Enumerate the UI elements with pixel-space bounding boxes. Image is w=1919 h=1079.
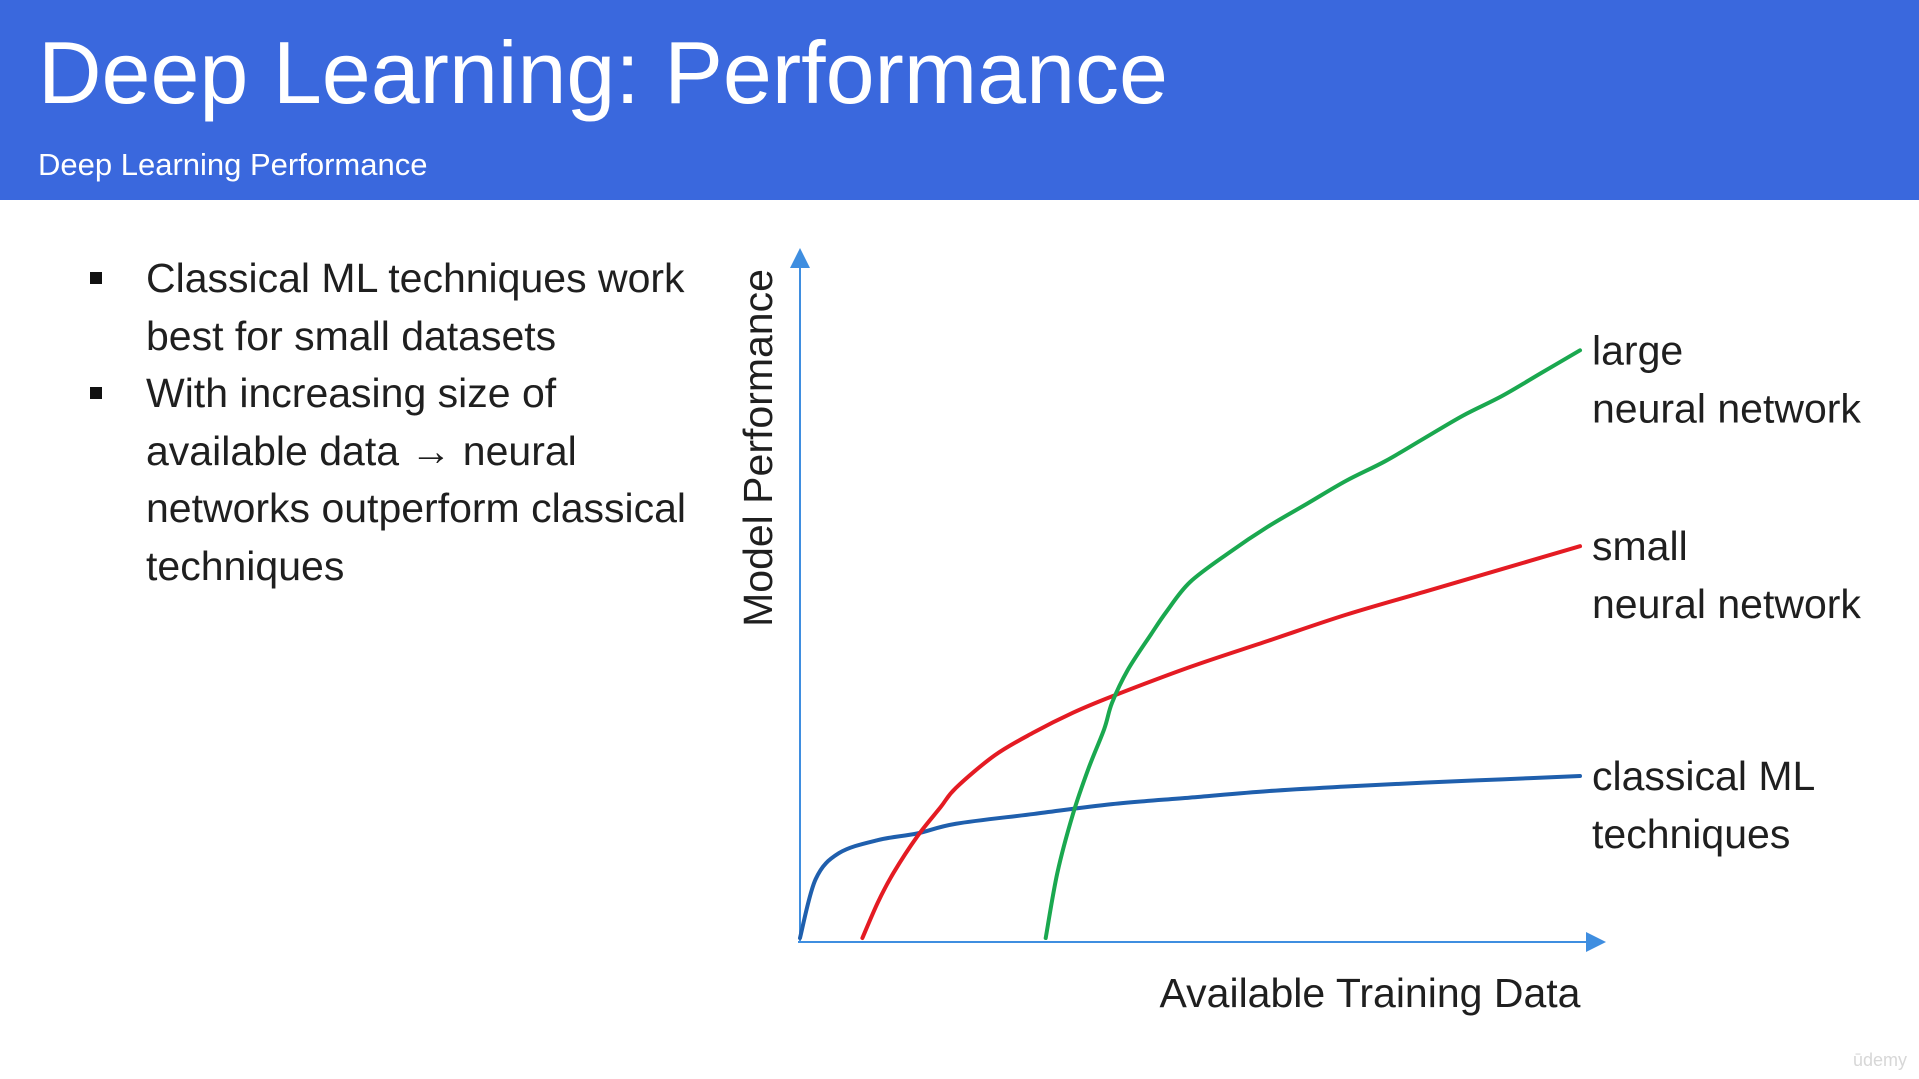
series-labels: classical ML techniques small neural networ… bbox=[1592, 327, 1861, 857]
slide-title: Deep Learning: Performance bbox=[38, 23, 1168, 122]
series-line-small-neural-network bbox=[860, 544, 1582, 940]
bullet-item: With increasing size of available data →… bbox=[88, 365, 708, 595]
series-label-line: neural network bbox=[1592, 385, 1861, 431]
series-label-classical-ml: classical ML techniques bbox=[1592, 753, 1815, 857]
series-label-line: large bbox=[1592, 327, 1683, 373]
bullet-text: With increasing size of available data →… bbox=[146, 370, 687, 589]
udemy-watermark: ūdemy bbox=[1852, 1050, 1907, 1070]
series-label-line: small bbox=[1592, 523, 1688, 569]
series-line-large-neural-network bbox=[1043, 348, 1582, 940]
slide-subtitle: Deep Learning Performance bbox=[38, 147, 428, 182]
series-label-line: neural network bbox=[1592, 581, 1861, 627]
series-group bbox=[798, 348, 1582, 940]
bullet-list: Classical ML techniques work best for sm… bbox=[88, 250, 708, 595]
series-label-small-neural-network: small neural network bbox=[1592, 523, 1861, 627]
square-bullet-icon bbox=[90, 272, 102, 284]
series-label-large-neural-network: large neural network bbox=[1592, 327, 1861, 431]
square-bullet-icon bbox=[90, 387, 102, 399]
bullet-text: Classical ML techniques work best for sm… bbox=[146, 255, 685, 359]
series-label-line: classical ML bbox=[1592, 753, 1815, 799]
series-line-classical-ml bbox=[798, 774, 1582, 940]
y-axis-label: Model Performance bbox=[735, 269, 781, 627]
title-banner: Deep Learning: Performance Deep Learning… bbox=[0, 0, 1919, 200]
bullet-item: Classical ML techniques work best for sm… bbox=[88, 250, 708, 365]
series-label-line: techniques bbox=[1592, 811, 1790, 857]
x-axis-label: Available Training Data bbox=[1160, 970, 1581, 1016]
